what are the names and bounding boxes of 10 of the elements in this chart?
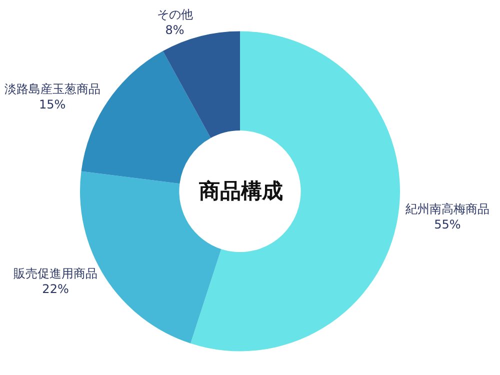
data-label: 22% xyxy=(42,282,69,296)
data-label: 8% xyxy=(165,23,184,38)
data-label: 15% xyxy=(38,97,66,112)
slice-label: 淡路島産玉葱商品 xyxy=(4,82,100,96)
text: 商品構成 xyxy=(198,179,283,203)
data-label: 55% xyxy=(434,217,461,232)
slice-label: 紀州南高梅商品 xyxy=(405,202,490,216)
donut-slice xyxy=(190,31,400,351)
slice-label: その他 xyxy=(156,8,193,22)
slice-label: 販売促進用商品 xyxy=(14,266,98,280)
